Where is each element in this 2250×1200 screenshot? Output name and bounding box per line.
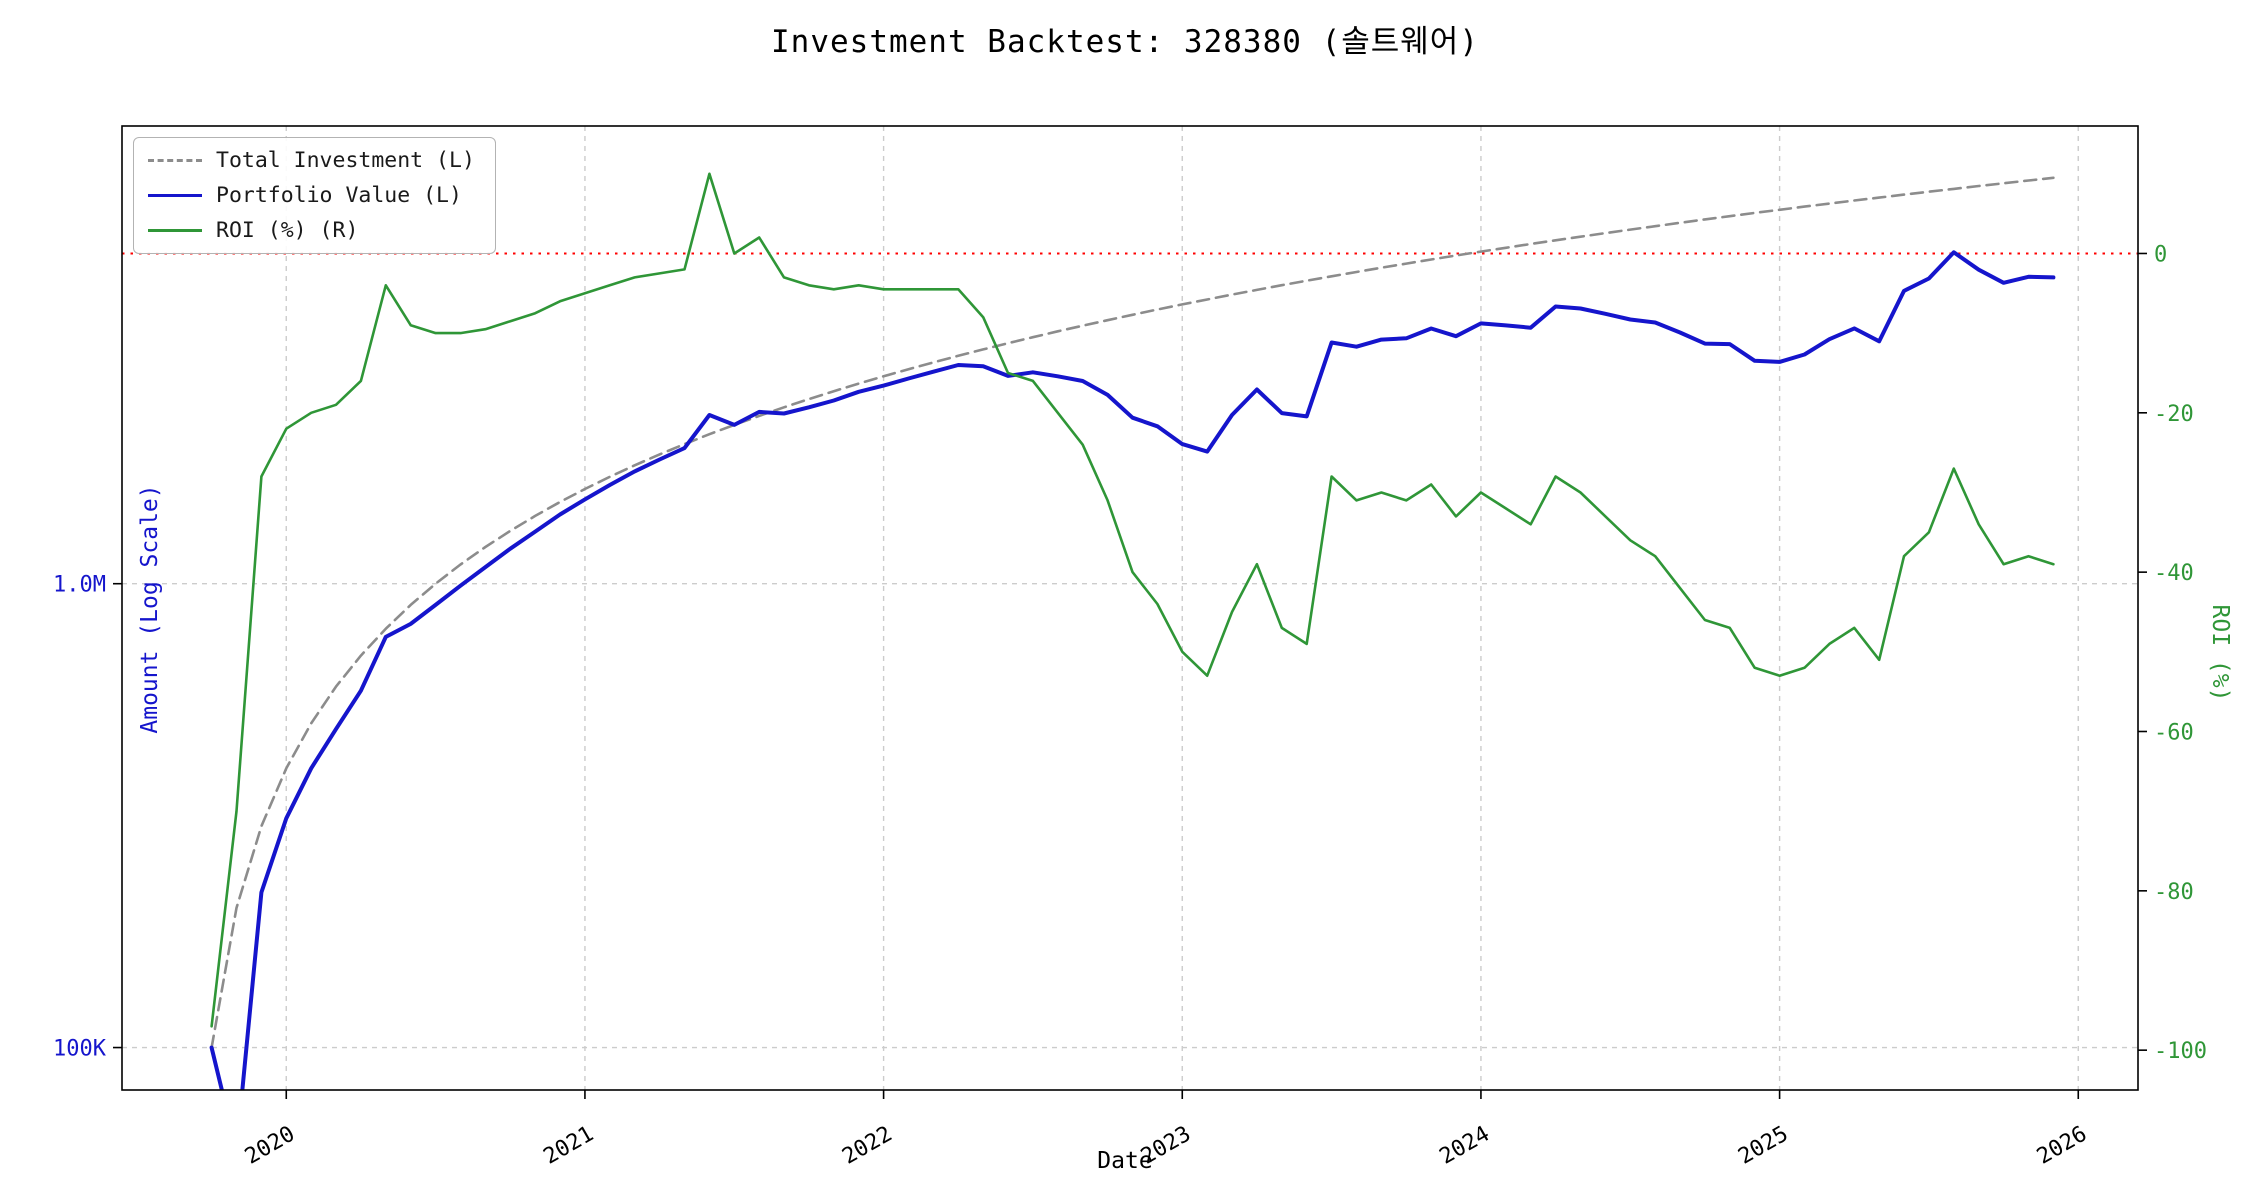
y-axis-label-left: Amount (Log Scale)	[137, 484, 163, 734]
legend-item-total-investment-l: Total Investment (L)	[148, 148, 475, 173]
right-tick-label: -40	[2154, 561, 2194, 586]
legend: Total Investment (L) Portfolio Value (L) R…	[133, 137, 496, 254]
right-tick-label: 0	[2154, 242, 2167, 267]
left-tick-label: 100K	[53, 1037, 107, 1062]
y-axis-label-right: ROI (%)	[2207, 604, 2233, 702]
legend-label-total-investment-l: Total Investment (L)	[216, 148, 475, 173]
right-tick-label: -20	[2154, 402, 2194, 427]
chart-title: Investment Backtest: 328380 (솔트웨어)	[771, 24, 1479, 60]
plot-border	[121, 125, 2139, 1091]
legend-item-roi-r: ROI (%) (R)	[148, 218, 475, 243]
legend-item-portfolio-value-l: Portfolio Value (L)	[148, 183, 475, 208]
legend-line-sample-total-investment-l	[148, 159, 202, 162]
right-tick-label: -80	[2154, 880, 2194, 905]
line-total-investment-l	[210, 176, 2055, 1049]
line-roi-r	[210, 172, 2055, 1028]
legend-line-sample-roi-r	[148, 229, 202, 232]
legend-label-roi-r: ROI (%) (R)	[216, 218, 359, 243]
right-tick-label: -60	[2154, 720, 2194, 745]
right-tick-label: -100	[2154, 1039, 2207, 1064]
x-axis-label: Date	[1097, 1148, 1153, 1174]
line-portfolio-value-l	[209, 250, 2056, 1090]
legend-line-sample-portfolio-value-l	[148, 194, 202, 197]
left-tick-label: 1.0M	[53, 573, 106, 598]
series-group	[209, 172, 2056, 1090]
legend-label-portfolio-value-l: Portfolio Value (L)	[216, 183, 462, 208]
